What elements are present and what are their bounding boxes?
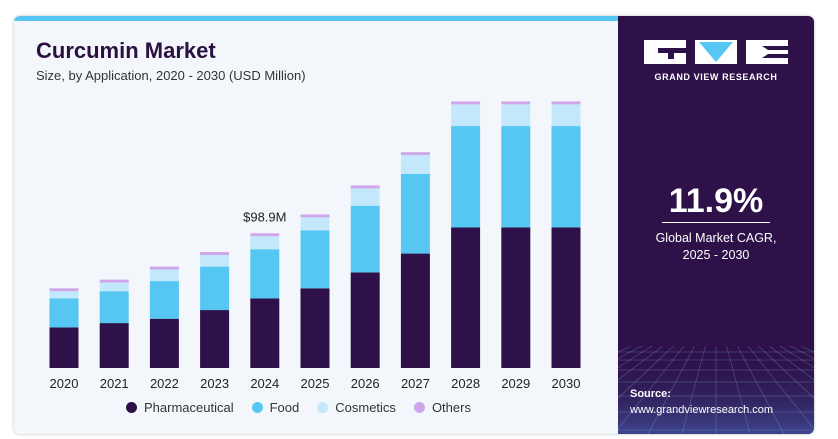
bar-food-2029 [501, 126, 531, 228]
cagr-label: Global Market CAGR, 2025 - 2030 [618, 230, 814, 264]
brand-name: GRAND VIEW RESEARCH [654, 72, 778, 82]
legend-item-pharmaceutical: Pharmaceutical [126, 400, 234, 415]
bar-food-2025 [300, 230, 330, 289]
bar-cosmetics-2024 [250, 236, 280, 250]
legend-item-food: Food [251, 400, 300, 415]
legend-label-cosmetics: Cosmetics [335, 400, 396, 415]
bar-others-2027 [400, 152, 430, 156]
bar-pharmaceutical-2030 [551, 227, 581, 368]
bar-food-2020 [49, 298, 79, 328]
legend-label-pharmaceutical: Pharmaceutical [144, 400, 234, 415]
cagr-label-line2: 2025 - 2030 [682, 248, 750, 262]
x-tick-label-2025: 2025 [301, 376, 330, 391]
x-tick-label-2028: 2028 [451, 376, 480, 391]
x-tick-label-2026: 2026 [351, 376, 380, 391]
bar-food-2026 [350, 205, 380, 273]
bar-food-2022 [149, 281, 179, 319]
bar-pharmaceutical-2021 [99, 323, 129, 368]
bar-pharmaceutical-2027 [400, 253, 430, 368]
legend-swatch-cosmetics [317, 402, 329, 413]
bar-cosmetics-2027 [400, 155, 430, 174]
bar-cosmetics-2026 [350, 188, 380, 206]
accent-bar [14, 16, 618, 21]
grand-view-research-logo [644, 40, 788, 64]
bar-food-2021 [99, 291, 129, 324]
legend-swatch-food [251, 402, 263, 413]
source-link[interactable]: www.grandviewresearch.com [630, 404, 774, 416]
cagr-label-line1: Global Market CAGR, [655, 231, 777, 245]
bar-food-2028 [451, 126, 481, 228]
x-tick-label-2022: 2022 [150, 376, 179, 391]
bar-others-2021 [99, 279, 129, 283]
bar-pharmaceutical-2025 [300, 288, 330, 368]
data-label-2024: $98.9M [243, 209, 286, 224]
legend-label-others: Others [431, 400, 471, 415]
legend: Pharmaceutical Food Cosmetics Others [126, 400, 471, 415]
bar-others-2023 [200, 252, 230, 256]
x-tick-label-2030: 2030 [552, 376, 581, 391]
chart-title: Curcumin Market [36, 38, 216, 63]
bar-cosmetics-2028 [451, 104, 481, 127]
bar-others-2024 [250, 233, 280, 237]
bar-cosmetics-2030 [551, 104, 581, 127]
chart-subtitle: Size, by Application, 2020 - 2030 (USD M… [36, 68, 306, 83]
bar-pharmaceutical-2028 [451, 227, 481, 368]
source-label: Source: [630, 388, 671, 400]
x-tick-label-2024: 2024 [250, 376, 279, 391]
legend-label-food: Food [269, 400, 300, 415]
x-tick-label-2029: 2029 [501, 376, 530, 391]
bar-others-2022 [149, 266, 179, 270]
cagr-divider [662, 222, 770, 223]
legend-swatch-others [413, 402, 425, 413]
x-tick-label-2027: 2027 [401, 376, 430, 391]
perspective-grid-graphic [618, 346, 814, 434]
chart-card: Curcumin Market Size, by Application, 20… [14, 16, 814, 434]
bar-food-2024 [250, 249, 280, 299]
bar-pharmaceutical-2020 [49, 327, 79, 368]
x-tick-label-2021: 2021 [100, 376, 129, 391]
cagr-value: 11.9% [668, 182, 764, 220]
side-panel: GRAND VIEW RESEARCH 11.9% Global Market … [618, 16, 814, 434]
bar-cosmetics-2023 [200, 255, 230, 267]
bar-cosmetics-2029 [501, 104, 531, 127]
bar-others-2025 [300, 214, 330, 218]
bar-others-2020 [49, 288, 79, 292]
bar-others-2029 [501, 101, 531, 105]
bar-pharmaceutical-2022 [149, 318, 179, 368]
bar-food-2027 [400, 173, 430, 254]
bar-pharmaceutical-2023 [200, 310, 230, 368]
bar-cosmetics-2020 [49, 291, 79, 299]
bar-food-2030 [551, 126, 581, 228]
bar-food-2023 [200, 266, 230, 311]
legend-swatch-pharmaceutical [126, 402, 137, 413]
bar-others-2030 [551, 101, 581, 105]
x-tick-label-2020: 2020 [50, 376, 79, 391]
legend-item-others: Others [413, 400, 471, 415]
bar-cosmetics-2022 [149, 269, 179, 282]
bar-pharmaceutical-2026 [350, 272, 380, 368]
bar-others-2026 [350, 185, 380, 189]
bar-pharmaceutical-2024 [250, 298, 280, 368]
bar-pharmaceutical-2029 [501, 227, 531, 368]
bar-others-2028 [451, 101, 481, 105]
x-tick-label-2023: 2023 [200, 376, 229, 391]
bar-cosmetics-2021 [99, 282, 129, 292]
bar-cosmetics-2025 [300, 217, 330, 231]
stacked-bar-chart: 2020 2021 2022 2023 2024 2025 2026 2027 2028 2029… [49, 101, 581, 391]
legend-item-cosmetics: Cosmetics [317, 400, 396, 415]
